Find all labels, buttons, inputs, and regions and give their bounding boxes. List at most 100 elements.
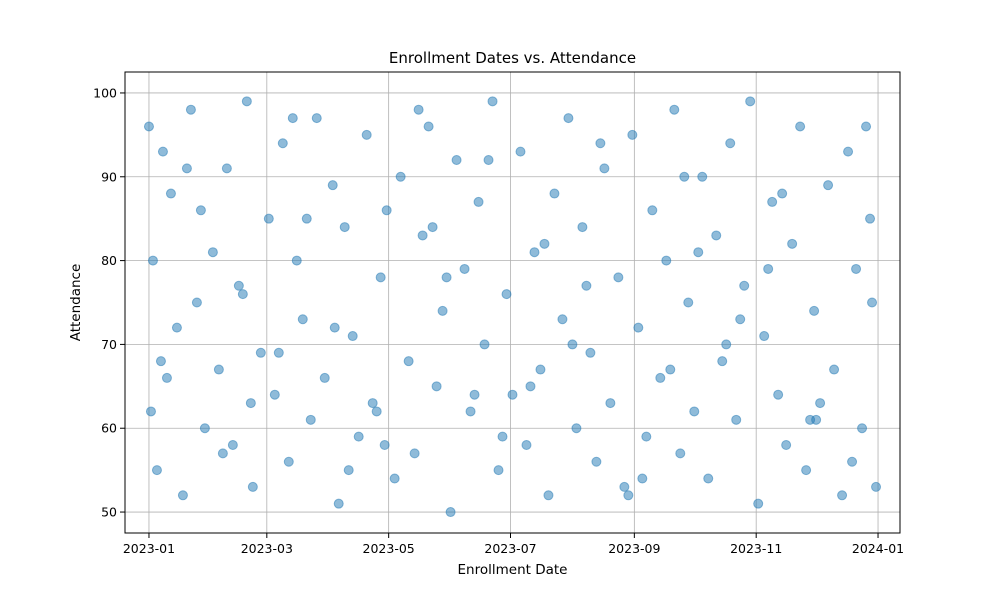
data-point xyxy=(479,339,490,350)
data-point xyxy=(465,406,476,417)
data-point xyxy=(721,339,732,350)
data-point xyxy=(871,481,882,492)
data-point xyxy=(725,138,736,149)
data-point xyxy=(641,431,652,442)
data-point xyxy=(319,372,330,383)
data-point xyxy=(473,196,484,207)
data-point xyxy=(731,414,742,425)
data-point xyxy=(711,230,722,241)
data-point xyxy=(661,255,672,266)
data-point xyxy=(469,389,480,400)
data-point xyxy=(823,180,834,191)
data-point xyxy=(557,314,568,325)
data-point xyxy=(703,473,714,484)
data-point xyxy=(811,414,822,425)
data-point xyxy=(233,280,244,291)
data-point xyxy=(493,465,504,476)
data-point xyxy=(857,423,868,434)
data-point xyxy=(669,104,680,115)
data-point xyxy=(675,448,686,459)
data-point xyxy=(185,104,196,115)
data-point xyxy=(403,356,414,367)
y-tick-label: 50 xyxy=(101,505,117,520)
data-point xyxy=(409,448,420,459)
x-tick-label: 2024-01 xyxy=(852,541,904,556)
data-point xyxy=(745,96,756,107)
data-point xyxy=(277,138,288,149)
data-point xyxy=(515,146,526,157)
data-point xyxy=(437,305,448,316)
data-point xyxy=(147,255,158,266)
data-point xyxy=(241,96,252,107)
data-point xyxy=(371,406,382,417)
data-point xyxy=(283,456,294,467)
data-point xyxy=(171,322,182,333)
data-point xyxy=(155,356,166,367)
data-point xyxy=(395,171,406,182)
data-point xyxy=(389,473,400,484)
data-point xyxy=(379,439,390,450)
data-point xyxy=(595,138,606,149)
data-point xyxy=(165,188,176,199)
data-point xyxy=(269,389,280,400)
data-point xyxy=(679,171,690,182)
data-point xyxy=(647,205,658,216)
data-point xyxy=(417,230,428,241)
data-point xyxy=(521,439,532,450)
data-point xyxy=(739,280,750,291)
data-point xyxy=(483,155,494,166)
data-point xyxy=(585,347,596,358)
data-point xyxy=(273,347,284,358)
data-point xyxy=(413,104,424,115)
data-point xyxy=(177,490,188,501)
data-point xyxy=(199,423,210,434)
data-point xyxy=(613,272,624,283)
data-point xyxy=(143,121,154,132)
y-tick-label: 80 xyxy=(101,253,117,268)
data-point xyxy=(213,364,224,375)
data-point xyxy=(343,465,354,476)
data-point xyxy=(599,163,610,174)
data-point xyxy=(191,297,202,308)
data-point xyxy=(735,314,746,325)
data-point xyxy=(221,163,232,174)
data-point xyxy=(459,263,470,274)
data-point xyxy=(773,389,784,400)
data-point xyxy=(865,213,876,224)
data-point xyxy=(237,289,248,300)
data-point xyxy=(795,121,806,132)
x-tick-label: 2023-01 xyxy=(123,541,175,556)
data-point xyxy=(763,263,774,274)
data-point xyxy=(591,456,602,467)
data-point xyxy=(847,456,858,467)
data-point xyxy=(361,129,372,140)
chart-title: Enrollment Dates vs. Attendance xyxy=(389,49,636,67)
data-point xyxy=(151,465,162,476)
grid xyxy=(125,72,900,533)
data-point xyxy=(665,364,676,375)
data-point xyxy=(263,213,274,224)
data-point xyxy=(683,297,694,308)
data-point xyxy=(549,188,560,199)
data-point xyxy=(347,331,358,342)
data-point xyxy=(605,398,616,409)
data-point xyxy=(501,289,512,300)
data-point xyxy=(777,188,788,199)
data-point xyxy=(535,364,546,375)
data-point xyxy=(427,222,438,233)
y-tick-label: 70 xyxy=(101,337,117,352)
data-point xyxy=(801,465,812,476)
data-point xyxy=(217,448,228,459)
data-point xyxy=(247,481,258,492)
data-point xyxy=(207,247,218,258)
data-point xyxy=(431,381,442,392)
data-point xyxy=(487,96,498,107)
data-point xyxy=(497,431,508,442)
data-point xyxy=(441,272,452,283)
data-point xyxy=(227,439,238,450)
y-axis-ticks: 50 60 70 80 90 100 xyxy=(93,85,125,520)
data-point xyxy=(451,155,462,166)
